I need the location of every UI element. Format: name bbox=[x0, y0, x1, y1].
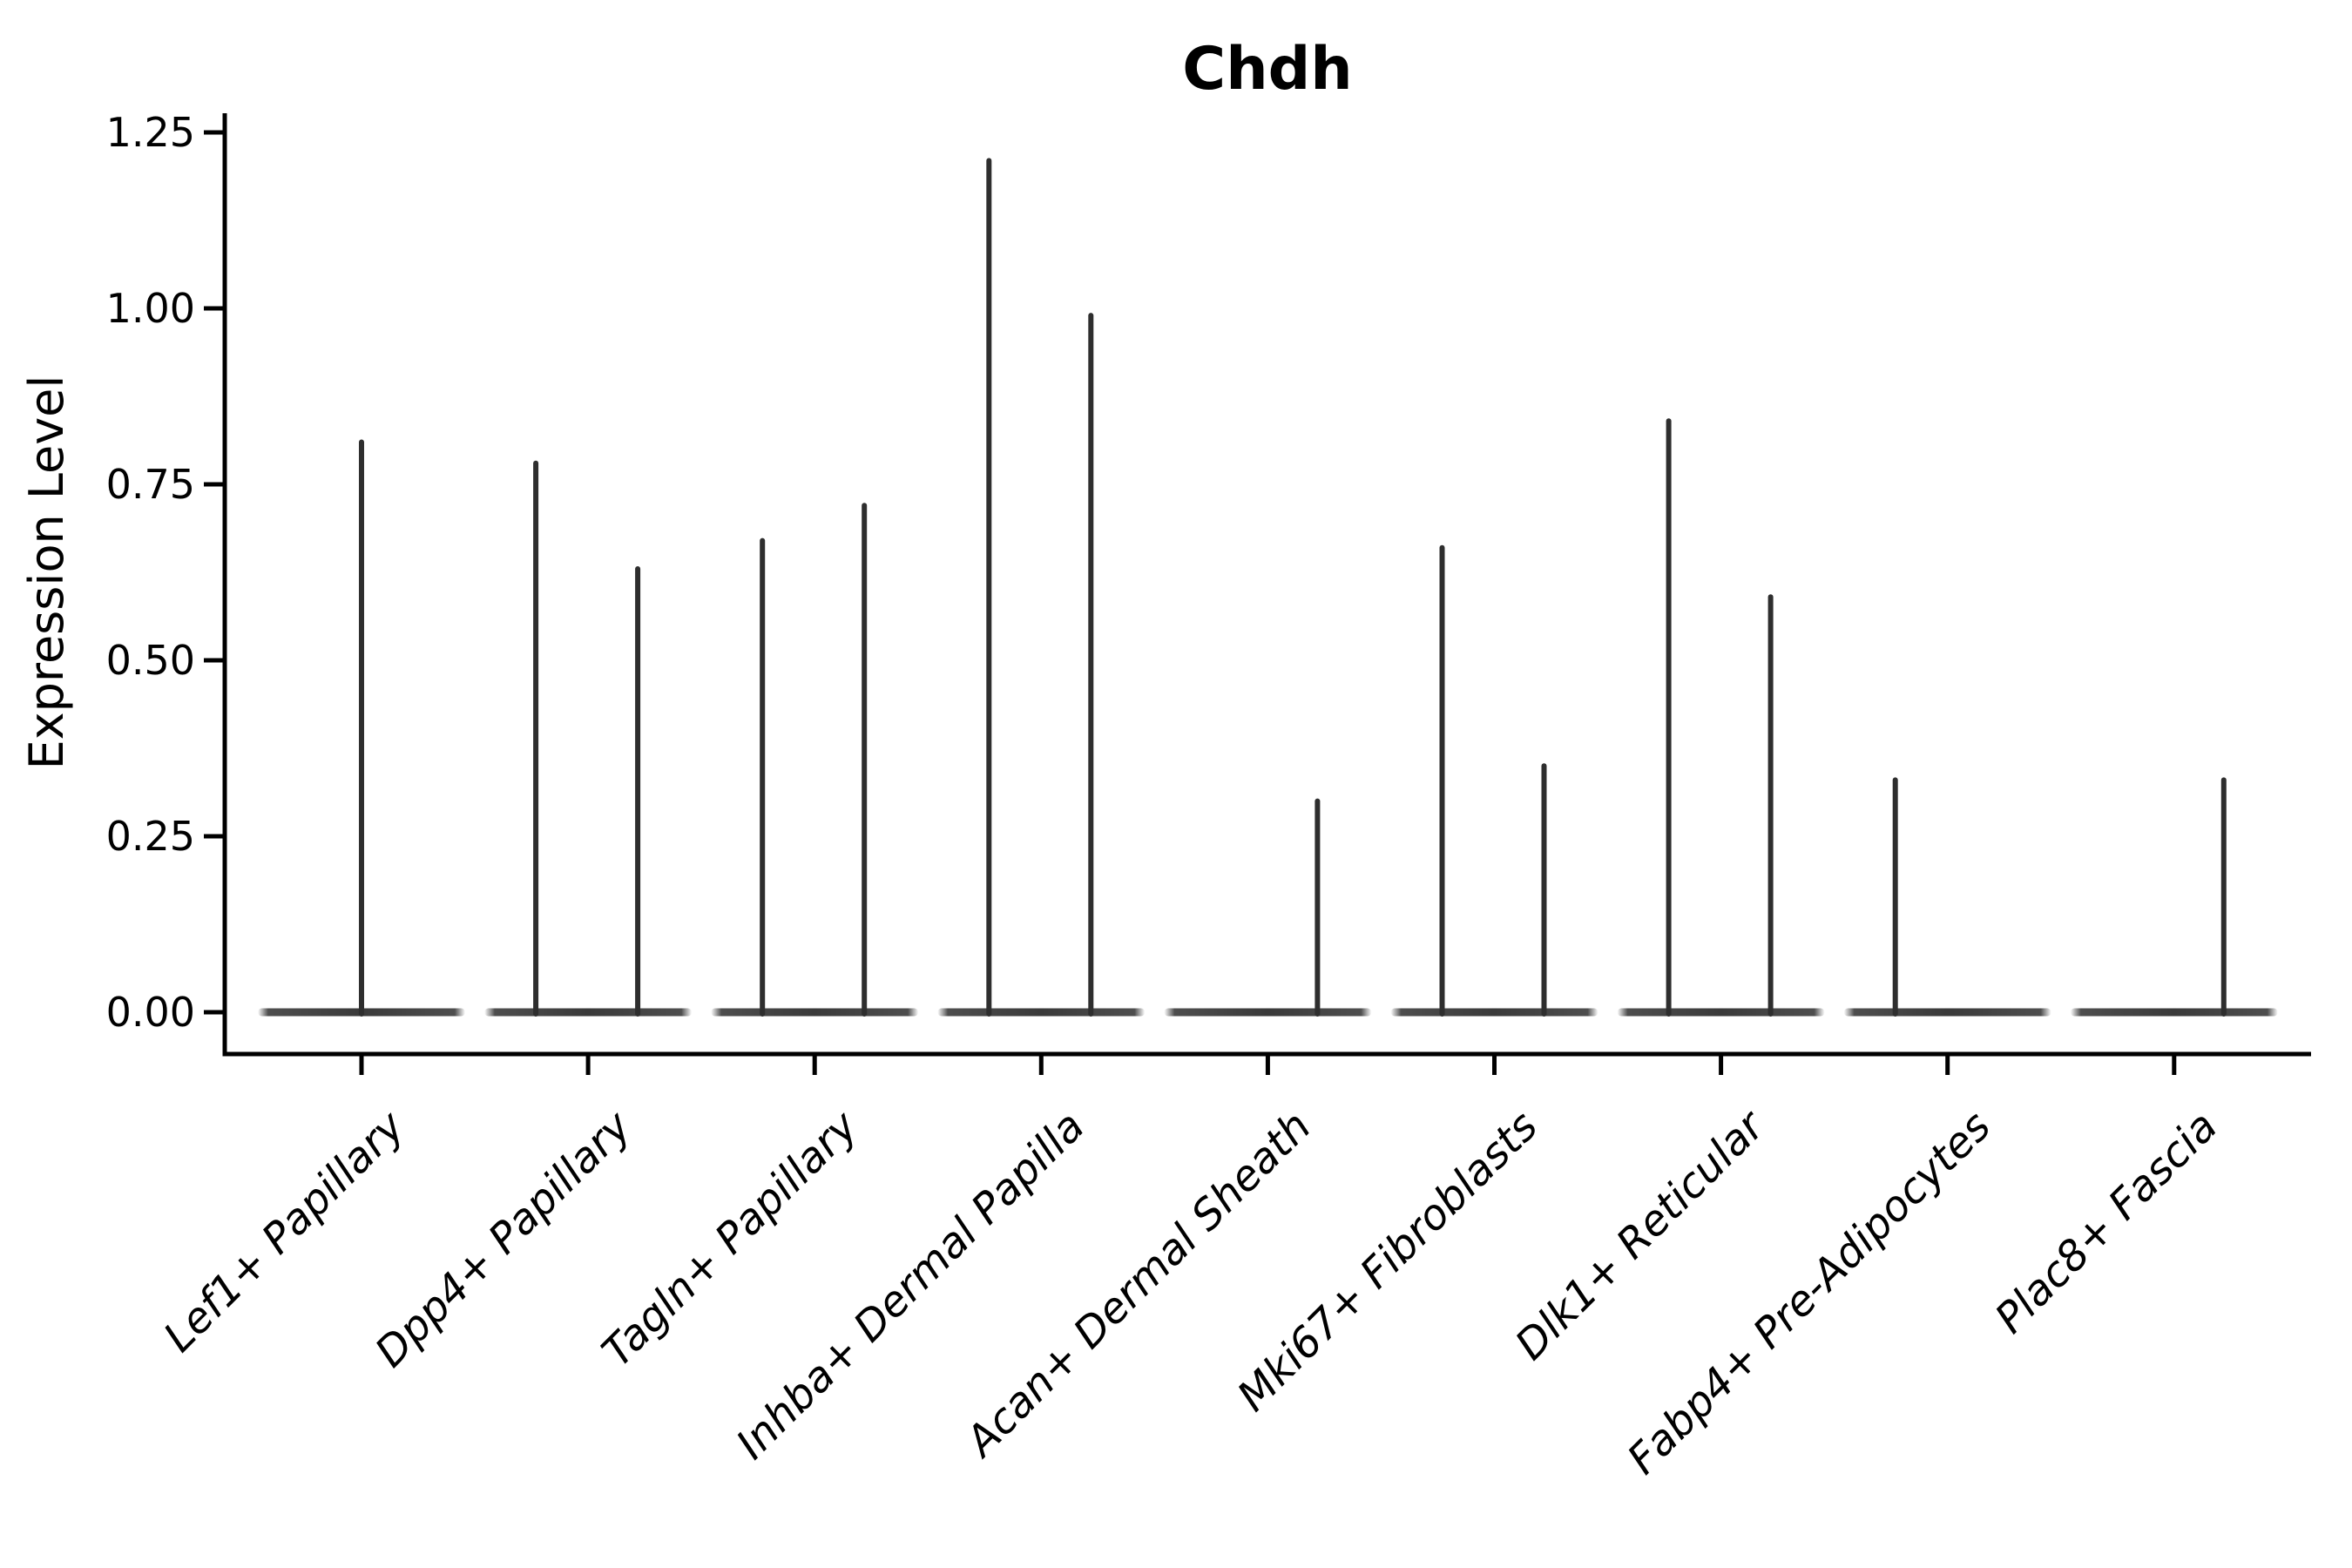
violin-base bbox=[1617, 1008, 1825, 1017]
y-axis-label: Expression Level bbox=[19, 375, 74, 770]
violin-base bbox=[711, 1008, 919, 1017]
violin-base bbox=[1390, 1008, 1598, 1017]
violin-base bbox=[1843, 1008, 2051, 1017]
violin-base bbox=[1164, 1008, 1372, 1017]
y-tick-label: 0.00 bbox=[106, 989, 195, 1036]
violin-base bbox=[2070, 1008, 2278, 1017]
violin-base bbox=[484, 1008, 693, 1017]
x-tick-label: Plac8+ Fascia bbox=[1986, 1102, 2227, 1343]
x-tick-label: Lef1+ Papillary bbox=[154, 1101, 415, 1362]
y-tick-label: 1.25 bbox=[106, 109, 195, 156]
chart-title: Chdh bbox=[1182, 35, 1352, 104]
violin-base bbox=[937, 1008, 1146, 1017]
x-tick-label: Fabp4+ Pre-Adipocytes bbox=[1619, 1102, 2001, 1484]
y-tick-label: 0.50 bbox=[106, 637, 195, 684]
x-tick-label: Dlk1+ Reticular bbox=[1506, 1100, 1776, 1370]
y-axis-ticks: 0.00 0.25 0.50 0.75 1.00 1.25 bbox=[106, 109, 225, 1036]
y-tick-label: 0.25 bbox=[106, 813, 195, 860]
violins-layer bbox=[258, 158, 2278, 1017]
y-tick-label: 1.00 bbox=[106, 285, 195, 332]
y-tick-label: 0.75 bbox=[106, 461, 195, 508]
